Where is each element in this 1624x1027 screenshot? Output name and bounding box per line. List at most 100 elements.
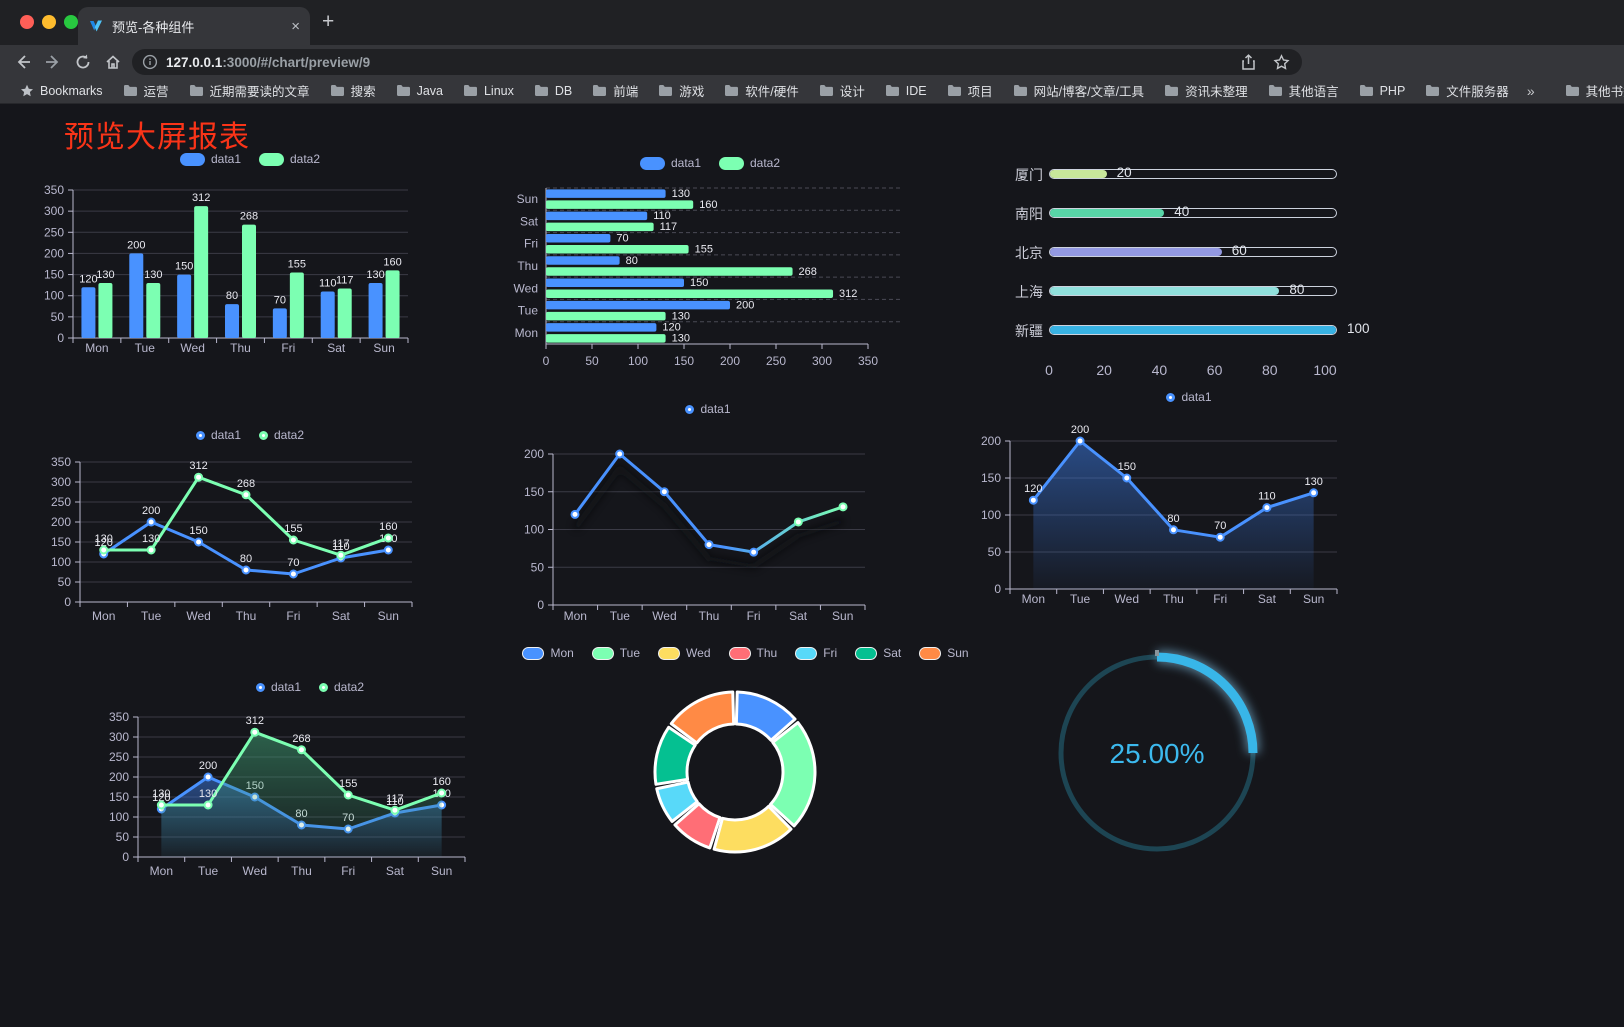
chart-progress-list[interactable]: 厦门 20 南阳 40 北京 60 上海 80 新疆 100 0 20 40 60 80 100 — [985, 152, 1405, 384]
bookmark-folder[interactable]: 项目 — [939, 78, 1001, 103]
svg-text:130: 130 — [199, 788, 217, 800]
svg-text:150: 150 — [175, 261, 193, 273]
svg-text:25.00%: 25.00% — [1110, 738, 1205, 769]
other-bookmarks-folder[interactable]: 其他书签 — [1557, 78, 1624, 103]
legend-label: Sat — [883, 646, 902, 660]
bookmark-folder[interactable]: 游戏 — [650, 78, 712, 103]
bookmark-label: 前端 — [613, 85, 639, 99]
bookmark-label: 软件/硬件 — [745, 85, 799, 99]
bookmark-folder[interactable]: 运营 — [115, 78, 177, 103]
bookmark-folder[interactable]: 其他语言 — [1260, 78, 1347, 103]
bookmark-star-icon[interactable] — [1273, 53, 1290, 71]
bookmark-folder[interactable]: DB — [526, 81, 580, 101]
other-bookmarks-folder-icon — [1565, 84, 1580, 97]
home-icon[interactable] — [98, 47, 128, 77]
svg-text:Tue: Tue — [610, 609, 631, 623]
svg-text:0: 0 — [64, 595, 71, 609]
svg-text:130: 130 — [672, 188, 690, 200]
bookmark-folder[interactable]: 文件服务器 — [1417, 78, 1517, 103]
svg-text:312: 312 — [189, 460, 207, 472]
progress-row-label: 北京 — [1015, 245, 1043, 261]
legend-item[interactable]: data1 — [680, 402, 731, 416]
bookmark-label: Bookmarks — [40, 83, 103, 98]
legend-item[interactable]: Tue — [591, 646, 640, 660]
svg-text:Wed: Wed — [180, 341, 204, 355]
axis-tick-label: 80 — [1262, 362, 1278, 378]
legend-item[interactable]: data2 — [719, 156, 780, 170]
progress-fill — [1050, 248, 1222, 256]
svg-text:120: 120 — [152, 792, 170, 804]
chart-area-dual[interactable]: data1 data2 0 50 100 150 200 250 300 350 Mon Tue Wed… — [100, 676, 520, 888]
legend-item[interactable]: data1 — [250, 680, 301, 694]
bookmark-folder[interactable]: Java — [388, 81, 451, 101]
svg-text:0: 0 — [543, 354, 550, 366]
window-minimize-button[interactable] — [42, 15, 56, 29]
legend-item[interactable]: Sun — [919, 646, 969, 660]
chart-donut[interactable]: Mon Tue Wed Thu Fri Sat Sun — [522, 640, 969, 868]
legend-item[interactable]: data2 — [314, 680, 364, 694]
legend-item[interactable]: data1 — [1161, 390, 1212, 404]
window-zoom-button[interactable] — [64, 15, 78, 29]
bookmark-folder[interactable]: 近期需要读的文章 — [181, 78, 318, 103]
legend-swatch — [639, 156, 665, 170]
legend-item[interactable]: Wed — [658, 646, 711, 660]
legend-item[interactable]: data2 — [254, 428, 304, 442]
chart-bar-horizontal[interactable]: data1 data2 0 50 100 150 200 250 300 350 Sun 130 160… — [500, 148, 920, 366]
browser-tab[interactable]: 预览-各种组件 × — [78, 7, 310, 45]
bookmark-folder[interactable]: 设计 — [811, 78, 873, 103]
legend-label: data1 — [1181, 390, 1212, 404]
svg-text:Sat: Sat — [789, 609, 808, 623]
site-info-icon[interactable] — [142, 54, 158, 70]
bookmark-folder[interactable]: 软件/硬件 — [716, 78, 806, 103]
svg-text:Sun: Sun — [373, 341, 394, 355]
legend-item[interactable]: Sat — [855, 646, 901, 660]
svg-text:100: 100 — [628, 354, 648, 366]
bookmarks-overflow-chevron[interactable]: » — [1526, 82, 1535, 99]
bookmark-label: Linux — [483, 83, 514, 98]
chart-bar-grouped[interactable]: data1 data2 0 50 100 150 200 250 300 350 Mon Tue Wed… — [40, 146, 460, 364]
svg-text:110: 110 — [1258, 491, 1276, 503]
legend-item[interactable]: data2 — [259, 152, 320, 166]
bookmarks-manager[interactable]: Bookmarks — [12, 81, 111, 101]
tab-close-icon[interactable]: × — [291, 17, 300, 35]
svg-text:350: 350 — [44, 183, 64, 197]
svg-text:160: 160 — [379, 521, 397, 533]
svg-text:130: 130 — [672, 310, 690, 322]
forward-icon[interactable] — [38, 47, 68, 77]
new-tab-button[interactable]: + — [322, 10, 335, 33]
legend-item[interactable]: Mon — [522, 646, 574, 660]
legend-item[interactable]: data1 — [179, 152, 241, 166]
chart-area-single[interactable]: data1 0 50 100 150 200 Mon Tue Wed Thu Fri Sat Sun 12… — [978, 384, 1400, 619]
svg-text:Thu: Thu — [236, 609, 257, 623]
reload-icon[interactable] — [68, 47, 98, 77]
svg-text:120: 120 — [95, 537, 113, 549]
bookmark-folder[interactable]: PHP — [1351, 81, 1414, 101]
svg-text:110: 110 — [332, 541, 350, 553]
svg-text:155: 155 — [284, 523, 302, 535]
bookmark-folder[interactable]: 搜索 — [322, 78, 384, 103]
svg-text:117: 117 — [336, 275, 354, 287]
legend-item[interactable]: Fri — [795, 646, 837, 660]
share-icon[interactable] — [1240, 53, 1257, 71]
chart-line-dual[interactable]: data1 data2 0 50 100 150 200 250 300 350 Mon Tue Wed… — [40, 424, 460, 636]
chart-gauge[interactable]: 25.00% — [1040, 638, 1275, 873]
bookmark-folder[interactable]: IDE — [877, 81, 935, 101]
legend-item[interactable]: data1 — [639, 156, 701, 170]
window-close-button[interactable] — [20, 15, 34, 29]
bookmark-label: 游戏 — [679, 85, 705, 99]
legend-swatch — [728, 646, 751, 660]
svg-text:Mon: Mon — [92, 609, 115, 623]
bookmark-folder[interactable]: 网站/博客/文章/工具 — [1005, 78, 1152, 103]
bookmark-folder[interactable]: Linux — [455, 81, 522, 101]
legend-item[interactable]: Thu — [728, 646, 777, 660]
chart-line-gradient[interactable]: data1 0 50 100 150 200 Mon Tue Wed Thu Fri Sat Sun — [498, 396, 918, 632]
svg-text:200: 200 — [142, 505, 160, 517]
chart-legend: Mon Tue Wed Thu Fri Sat Sun — [522, 646, 969, 660]
bookmark-folder[interactable]: 资讯未整理 — [1156, 78, 1256, 103]
progress-value: 60 — [1231, 243, 1247, 258]
address-bar[interactable]: 127.0.0.1:3000/#/chart/preview/9 — [132, 49, 1302, 75]
back-icon[interactable] — [8, 47, 38, 77]
legend-item[interactable]: data1 — [190, 428, 241, 442]
bookmark-folder[interactable]: 前端 — [584, 78, 646, 103]
legend-swatch — [259, 152, 284, 166]
